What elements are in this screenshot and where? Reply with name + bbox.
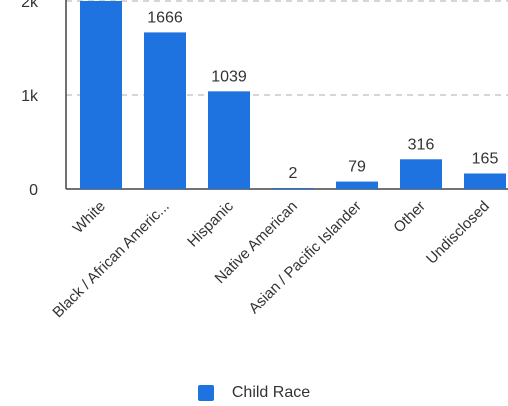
x-tick-label: White (70, 198, 109, 237)
bar-layer (80, 1, 506, 190)
x-tick-label: Black / African Americ... (49, 198, 172, 321)
legend[interactable]: Child Race (0, 384, 508, 402)
x-tick-label: Asian / Pacific Islander (246, 198, 365, 317)
bar[interactable] (272, 188, 314, 189)
bar[interactable] (464, 173, 506, 189)
data-label: 79 (348, 159, 366, 176)
bar[interactable] (208, 91, 250, 189)
x-tick-label: Undisclosed (423, 198, 493, 268)
bar[interactable] (144, 32, 186, 190)
bar[interactable] (80, 1, 122, 189)
data-label: 1039 (211, 68, 247, 85)
legend-label: Child Race (231, 384, 311, 401)
bar[interactable] (400, 159, 442, 189)
grid-layer (66, 0, 508, 96)
bar[interactable] (336, 181, 378, 189)
x-tick-label: Other (390, 198, 429, 237)
x-tick-label: Hispanic (184, 197, 237, 250)
data-label: 316 (408, 136, 435, 153)
legend-swatch (197, 385, 214, 401)
data-label: 165 (472, 150, 499, 167)
data-label: 2 (289, 165, 298, 182)
y-tick-label: 0 (29, 182, 38, 199)
y-tick-label: 2k (21, 0, 39, 11)
y-tick-label: 1k (21, 88, 39, 105)
data-label: 1666 (147, 9, 183, 26)
